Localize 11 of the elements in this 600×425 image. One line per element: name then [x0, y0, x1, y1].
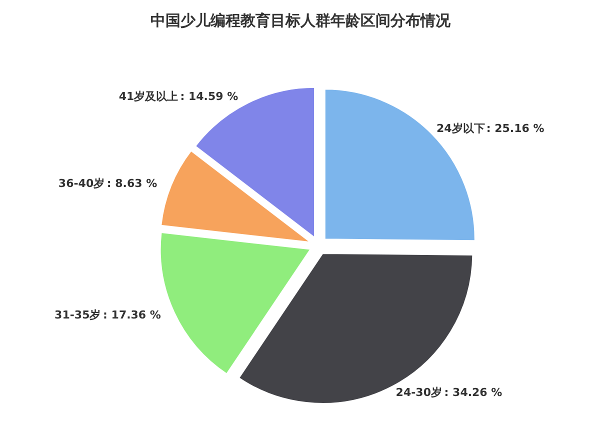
data-label: : 8.63 %: [106, 176, 158, 190]
data-label: : 25.16 %: [486, 122, 544, 136]
slice-label: 36-40岁: [58, 176, 105, 190]
data-label: : 34.26 %: [444, 386, 502, 399]
slice-label: 24-30岁: [396, 386, 442, 399]
chart-title: 中国少儿编程教育目标人群年龄区间分布情况: [150, 12, 452, 30]
slice-label: 24岁以下: [436, 122, 485, 136]
slice-label: 31-35岁: [54, 308, 101, 322]
slice-label: 41岁及以上: [118, 90, 178, 104]
data-label: : 14.59 %: [180, 90, 238, 104]
data-label: : 17.36 %: [103, 308, 161, 322]
